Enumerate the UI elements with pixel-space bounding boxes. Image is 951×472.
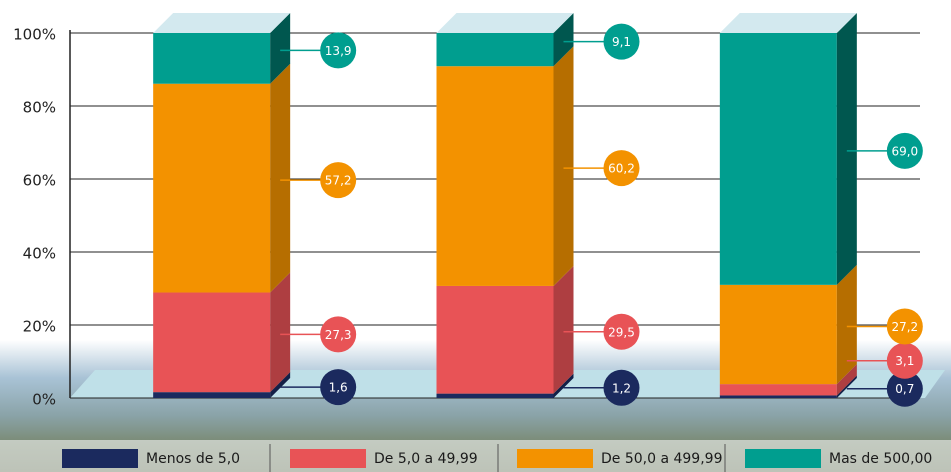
label-badge: [320, 32, 357, 69]
bar-side: [553, 13, 574, 67]
value-label: 27,3: [325, 328, 352, 342]
bar-side: [836, 364, 857, 396]
bar-segment: [153, 33, 271, 84]
bar-top: [719, 13, 857, 33]
legend-label: De 50,0 a 499,99: [601, 451, 722, 467]
bar-segment: [436, 285, 554, 394]
bar-segment: [436, 393, 554, 398]
value-label: 29,5: [608, 325, 635, 339]
value-label: 27,2: [891, 320, 918, 334]
bar-top: [436, 13, 574, 33]
y-tick-label: 80%: [23, 99, 56, 117]
bar-side: [270, 13, 291, 84]
bar-segment: [436, 66, 554, 286]
value-label: 57,2: [325, 174, 352, 188]
legend-label: Menos de 5,0: [146, 451, 240, 467]
legend-label: De 5,0 a 49,99: [374, 451, 478, 467]
label-badge: [603, 369, 640, 406]
bar-side: [270, 272, 291, 393]
bar-top: [153, 13, 291, 33]
bar-side: [270, 63, 291, 293]
bar-side: [836, 264, 857, 385]
bar-segment: [719, 33, 837, 285]
bar-segment: [436, 33, 554, 67]
label-badge: [886, 370, 923, 407]
bar-segment: [719, 395, 837, 398]
bar-side: [553, 46, 574, 286]
y-tick-label: 60%: [23, 172, 56, 190]
legend-swatch: [62, 449, 138, 468]
label-badge: [603, 23, 640, 60]
value-label: 0,7: [895, 382, 914, 396]
legend-swatch: [517, 449, 593, 468]
label-badge: [886, 342, 923, 379]
bar-segment: [153, 392, 271, 398]
legend-label: Mas de 500,00: [829, 451, 932, 467]
y-tick-label: 20%: [23, 318, 56, 336]
bar-segment: [719, 284, 837, 385]
value-label: 60,2: [608, 162, 635, 176]
bar-segment: [153, 83, 271, 293]
label-badge: [886, 308, 923, 345]
bar-side: [836, 375, 857, 398]
label-badge: [886, 132, 923, 169]
label-badge: [320, 162, 357, 199]
label-badge: [320, 316, 357, 353]
legend-swatch: [745, 449, 821, 468]
bar-segment: [719, 384, 837, 396]
value-label: 1,6: [329, 381, 348, 395]
value-label: 3,1: [895, 354, 914, 368]
label-badge: [320, 369, 357, 406]
value-label: 69,0: [891, 144, 918, 158]
value-label: 13,9: [325, 44, 352, 58]
bar-side: [553, 265, 574, 394]
legend-swatch: [290, 449, 366, 468]
bar-side: [553, 373, 574, 398]
y-tick-label: 0%: [32, 391, 56, 409]
value-label: 1,2: [612, 381, 631, 395]
bar-segment: [153, 292, 271, 393]
value-label: 9,1: [612, 35, 631, 49]
y-tick-label: 100%: [13, 26, 56, 44]
y-tick-label: 40%: [23, 245, 56, 263]
bar-side: [270, 372, 291, 398]
bar-side: [836, 13, 857, 285]
label-badge: [603, 150, 640, 187]
label-badge: [603, 313, 640, 350]
